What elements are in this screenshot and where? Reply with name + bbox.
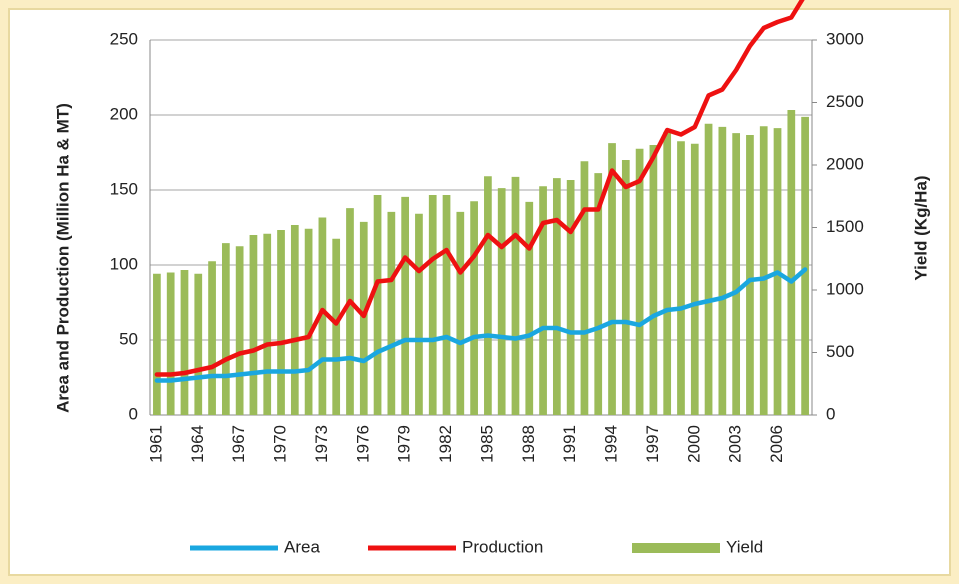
bar xyxy=(484,176,492,415)
bar xyxy=(759,126,768,415)
y-tick-label: 0 xyxy=(129,404,138,423)
bar xyxy=(787,110,796,415)
bar xyxy=(166,272,175,415)
legend-label: Area xyxy=(284,537,320,556)
bar xyxy=(153,273,161,415)
x-tick-label: 1991 xyxy=(560,425,579,463)
bar xyxy=(732,133,741,415)
y2-tick-label: 0 xyxy=(826,404,835,423)
bar xyxy=(415,213,423,415)
bar xyxy=(801,116,809,415)
bar xyxy=(649,145,658,415)
bar xyxy=(718,126,727,415)
bar xyxy=(221,243,230,415)
x-tick-label: 1964 xyxy=(188,425,207,463)
legend-label: Yield xyxy=(726,537,763,556)
bar xyxy=(621,160,630,415)
legend-swatch xyxy=(632,543,720,553)
x-tick-label: 2000 xyxy=(684,425,703,463)
bar xyxy=(511,176,520,415)
x-tick-label: 1970 xyxy=(271,425,290,463)
bar xyxy=(525,201,534,415)
y-tick-label: 100 xyxy=(110,254,138,273)
bar xyxy=(580,161,589,415)
x-tick-label: 1997 xyxy=(643,425,662,463)
y-axis-title: Area and Production (Million Ha & MT) xyxy=(53,103,72,413)
x-tick-label: 1979 xyxy=(395,425,414,463)
y2-tick-label: 3000 xyxy=(826,29,864,48)
bar xyxy=(635,148,644,415)
bar xyxy=(552,178,561,415)
bar xyxy=(677,141,685,415)
bar xyxy=(304,228,313,415)
y-tick-label: 200 xyxy=(110,104,138,123)
y2-tick-label: 1500 xyxy=(826,217,864,236)
bar xyxy=(249,235,258,415)
bar xyxy=(428,195,437,415)
x-tick-label: 1985 xyxy=(477,425,496,463)
x-tick-label: 1961 xyxy=(146,425,165,463)
x-tick-label: 1988 xyxy=(519,425,538,463)
legend-label: Production xyxy=(462,537,543,556)
y2-tick-label: 2000 xyxy=(826,154,864,173)
y-tick-label: 150 xyxy=(110,179,138,198)
bar xyxy=(497,188,506,415)
bar xyxy=(470,201,478,415)
bar xyxy=(387,211,396,415)
bar xyxy=(566,180,575,415)
bar xyxy=(290,225,299,415)
bar xyxy=(277,230,285,415)
bar xyxy=(208,261,216,415)
x-tick-label: 2006 xyxy=(767,425,786,463)
line xyxy=(154,0,805,377)
bar xyxy=(663,131,672,415)
y2-axis-title: Yield (Kg/Ha) xyxy=(911,175,930,280)
x-tick-label: 2003 xyxy=(726,425,745,463)
bar xyxy=(194,273,203,415)
line xyxy=(154,267,808,383)
x-tick-label: 1976 xyxy=(353,425,372,463)
bar xyxy=(401,196,410,415)
bar xyxy=(235,246,244,415)
x-tick-label: 1994 xyxy=(602,425,621,463)
x-tick-label: 1982 xyxy=(436,425,455,463)
bar xyxy=(690,143,699,415)
bar xyxy=(539,186,547,415)
bar xyxy=(346,208,354,415)
y-tick-label: 250 xyxy=(110,29,138,48)
bar xyxy=(318,217,327,415)
bar xyxy=(263,233,272,415)
bar xyxy=(594,173,603,415)
bar xyxy=(704,123,713,415)
bar xyxy=(608,143,616,415)
bar xyxy=(456,211,465,415)
y2-tick-label: 1000 xyxy=(826,279,864,298)
bar xyxy=(442,195,451,415)
bar xyxy=(180,270,189,415)
bar xyxy=(746,135,754,415)
x-tick-label: 1973 xyxy=(312,425,331,463)
bar xyxy=(332,238,341,415)
bar xyxy=(373,195,382,415)
y-tick-label: 50 xyxy=(119,329,138,348)
x-tick-label: 1967 xyxy=(229,425,248,463)
bar xyxy=(359,221,368,415)
y2-tick-label: 2500 xyxy=(826,92,864,111)
y2-tick-label: 500 xyxy=(826,342,854,361)
